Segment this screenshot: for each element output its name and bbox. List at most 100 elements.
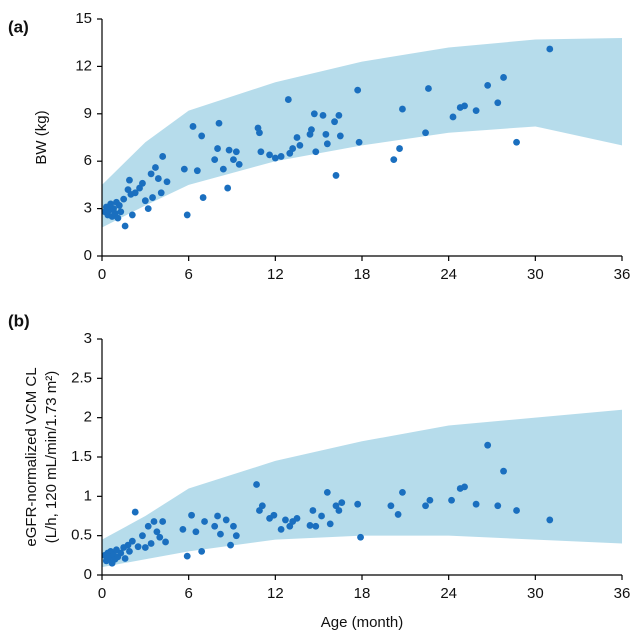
observed-point [425,85,432,92]
y-tick-label: 3 [84,330,92,347]
x-tick-label: 12 [267,266,284,283]
observed-point [500,467,507,475]
observed-point [144,205,152,213]
observed-point [149,194,156,201]
observed-point [472,500,480,508]
y-tick-label: 1 [84,487,92,504]
observed-point [126,548,133,555]
observed-point [147,170,155,178]
observed-point [154,175,162,182]
observed-point [449,113,457,121]
observed-point [139,179,146,187]
observed-point [222,516,230,524]
observed-point [323,489,331,496]
observed-point [448,496,455,504]
observed-point [472,107,480,115]
x-tick-label: 24 [440,266,457,283]
observed-point [211,156,219,164]
y-axis-label: eGFR-normalized VCM CL [23,367,40,546]
observed-point [131,189,139,197]
observed-point [500,74,507,81]
observed-point [224,184,232,192]
observed-point [144,522,152,530]
observed-point [128,537,136,545]
observed-point [199,194,207,201]
x-tick-label: 6 [184,585,192,602]
observed-point [277,525,285,533]
y-tick-label: 6 [84,152,92,169]
observed-point [180,165,188,173]
observed-point [256,129,263,137]
x-tick-label: 24 [440,585,457,602]
observed-point [150,518,158,525]
observed-point [121,222,129,230]
observed-point [114,214,122,222]
observed-point [139,532,146,540]
observed-point [189,123,197,130]
observed-point [193,167,201,175]
observed-point [121,555,129,562]
observed-point [198,548,206,555]
observed-point [399,105,406,113]
x-tick-label: 18 [354,266,371,283]
observed-point [230,156,237,164]
observed-point [284,96,292,103]
observed-point [230,522,237,530]
observed-point [141,197,149,205]
observed-point [390,156,398,164]
observed-point [120,195,128,203]
observed-point [157,189,165,197]
observed-point [338,499,346,507]
observed-point [152,164,159,171]
observed-point [219,165,227,173]
observed-point [308,126,315,133]
observed-point [225,146,233,154]
observed-point [355,138,363,146]
observed-point [134,543,142,551]
y-axis-label: (L/h, 120 mL/min/1.73 m²) [43,371,60,544]
x-tick-label: 30 [527,266,544,283]
observed-point [131,508,139,516]
observed-point [162,538,169,546]
x-tick-label: 36 [614,266,631,283]
observed-point [183,552,191,560]
x-tick-label: 0 [98,585,106,602]
y-tick-label: 3 [84,200,92,217]
observed-point [201,518,208,525]
observed-point [546,516,554,524]
observed-point [293,514,301,522]
simulated-band [102,37,622,228]
y-tick-label: 0 [84,247,92,264]
observed-point [126,176,133,184]
observed-point [266,151,273,159]
observed-point [426,496,434,504]
observed-point [214,145,221,152]
observed-point [156,533,164,541]
observed-point [188,511,195,519]
observed-point [282,516,289,524]
observed-point [117,208,125,216]
observed-point [270,511,278,519]
observed-point [159,153,167,160]
observed-point [258,502,266,510]
x-tick-label: 18 [354,585,371,602]
observed-point [461,102,468,110]
x-axis-label: Age (month) [321,614,404,631]
observed-point [215,119,223,127]
observed-point [546,45,554,53]
observed-point [253,481,260,488]
y-tick-label: 1.5 [71,448,92,465]
observed-point [332,172,340,179]
panel-label: (a) [8,17,29,36]
observed-point [513,138,520,146]
observed-point [310,110,318,118]
observed-point [309,507,317,514]
observed-point [331,118,338,126]
observed-point [336,132,344,140]
y-tick-label: 2.5 [71,369,92,386]
observed-point [115,202,123,209]
x-tick-label: 30 [527,585,544,602]
x-tick-label: 12 [267,585,284,602]
observed-point [394,511,402,518]
